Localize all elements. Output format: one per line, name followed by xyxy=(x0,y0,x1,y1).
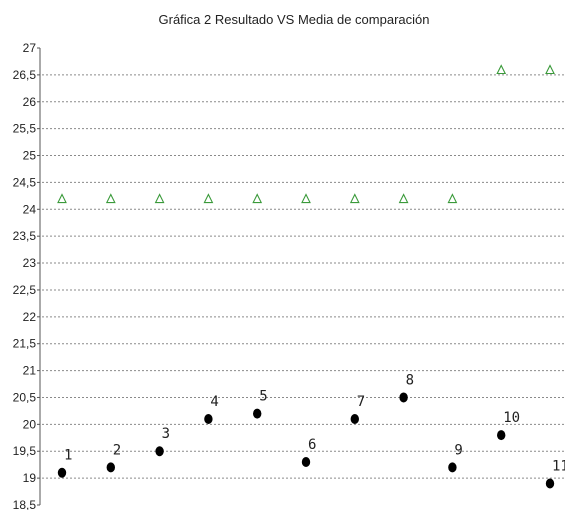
data-point-result xyxy=(57,467,67,478)
chart-title: Gráfica 2 Resultado VS Media de comparac… xyxy=(159,12,430,27)
y-tick-label: 22,5 xyxy=(13,283,37,297)
y-tick-label: 27 xyxy=(23,41,37,55)
y-tick-label: 26,5 xyxy=(13,68,37,82)
data-point-comparison-mean xyxy=(154,193,165,204)
point-label: 10 xyxy=(503,410,520,426)
data-point-result xyxy=(497,430,506,441)
data-point-comparison-mean xyxy=(301,193,311,204)
data-point-comparison-mean xyxy=(203,193,214,204)
data-point-result xyxy=(301,456,311,467)
data-point-comparison-mean xyxy=(398,193,409,204)
y-tick-label: 25 xyxy=(23,149,37,163)
y-tick-label: 20 xyxy=(23,417,37,431)
y-tick-label: 26 xyxy=(23,95,37,109)
y-tick-label: 20,5 xyxy=(13,390,37,404)
point-label: 5 xyxy=(259,389,267,405)
data-point-comparison-mean xyxy=(545,64,555,75)
y-tick-label: 18,5 xyxy=(13,498,37,510)
data-point-result xyxy=(204,413,213,424)
gridlines xyxy=(42,74,565,479)
y-tick-label: 25,5 xyxy=(13,122,37,136)
y-tick-label: 24 xyxy=(23,202,37,216)
data-point-result xyxy=(106,462,116,473)
data-point-comparison-mean xyxy=(252,193,263,204)
data-point-result xyxy=(350,413,359,424)
data-point-result xyxy=(155,446,164,457)
y-tick-label: 21,5 xyxy=(13,337,37,351)
point-label: 1 xyxy=(64,448,72,464)
point-label: 2 xyxy=(113,442,121,458)
y-axis: 18,5 19 19,5 20 20,5 21 21,5 22 22,5 23 23,5 24 24,5… xyxy=(13,41,41,510)
data-point-result xyxy=(448,462,457,473)
y-tick-label: 19 xyxy=(23,471,37,485)
y-tick-label: 22 xyxy=(23,310,37,324)
point-label: 11 xyxy=(552,458,565,474)
y-tick-label: 21 xyxy=(23,364,37,378)
point-label: 3 xyxy=(162,426,170,442)
data-point-comparison-mean xyxy=(496,64,507,75)
data-point-comparison-mean xyxy=(447,193,458,204)
y-tick-label: 23 xyxy=(23,256,37,270)
y-tick-label: 24,5 xyxy=(13,175,37,189)
data-point-result xyxy=(399,392,408,403)
point-label: 7 xyxy=(357,394,365,410)
data-points: 1 2 3 4 5 6 7 8 9 10 11 xyxy=(57,64,565,489)
y-tick-label: 19,5 xyxy=(13,444,37,458)
data-point-result xyxy=(545,478,555,489)
point-label: 9 xyxy=(454,442,462,458)
data-point-comparison-mean xyxy=(349,193,360,204)
data-point-comparison-mean xyxy=(57,193,67,204)
y-tick-label: 23,5 xyxy=(13,229,37,243)
point-label: 4 xyxy=(210,394,218,410)
data-point-comparison-mean xyxy=(105,193,116,204)
point-label: 6 xyxy=(308,437,316,453)
data-point-result xyxy=(253,408,262,419)
point-label: 8 xyxy=(406,372,414,388)
